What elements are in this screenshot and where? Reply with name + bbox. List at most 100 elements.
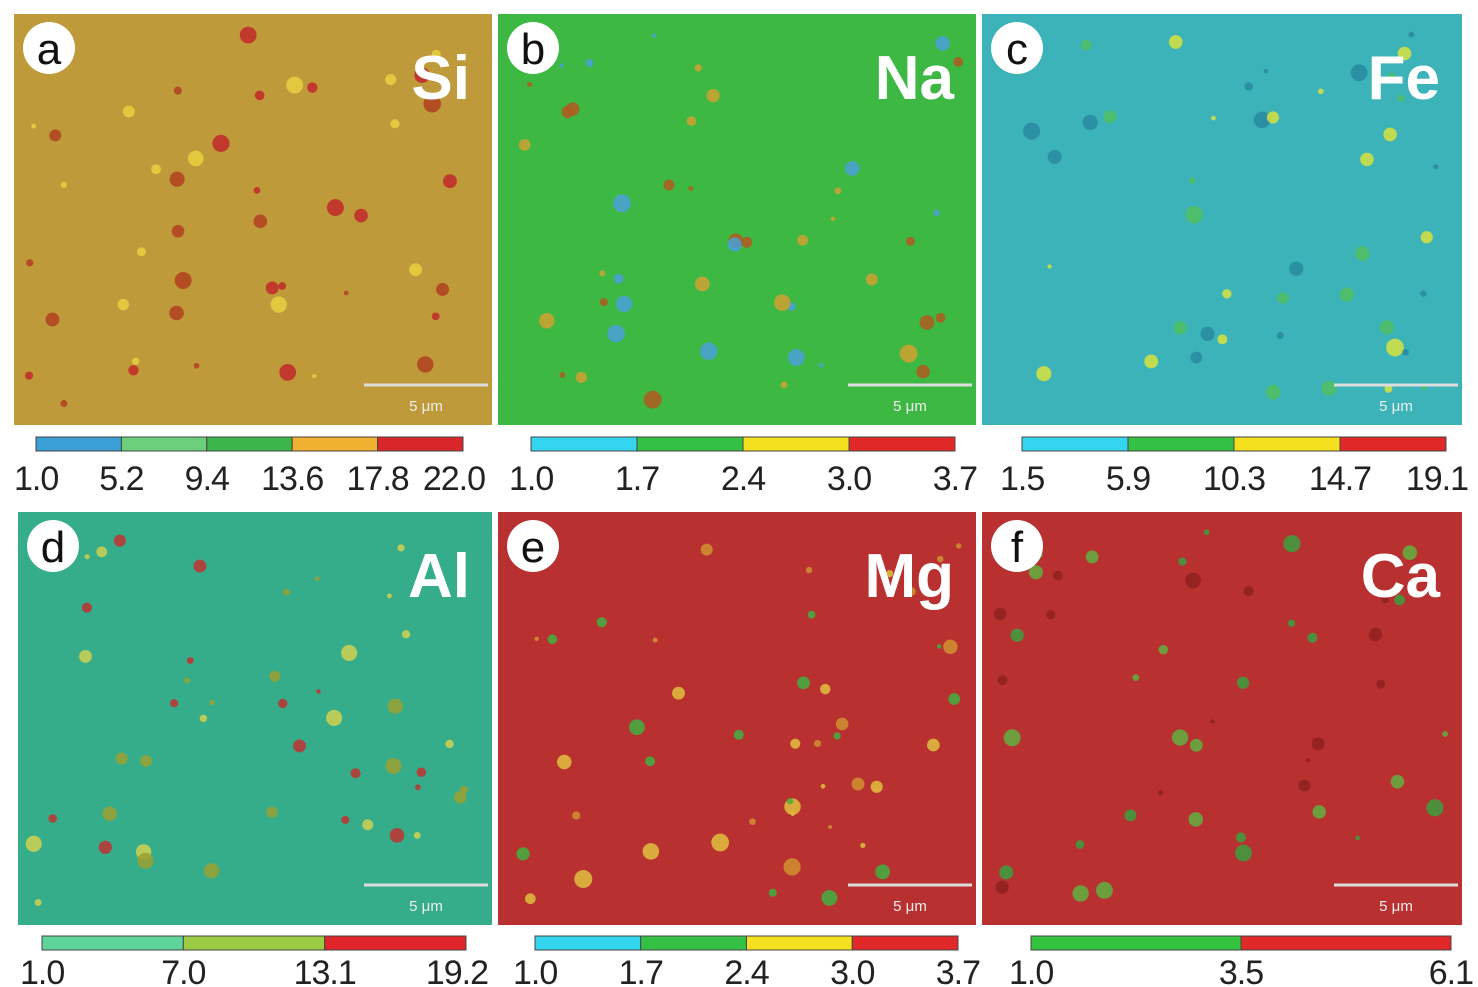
particle (279, 363, 297, 381)
particle (253, 214, 268, 229)
colorbar-tick: 1.0 (20, 954, 64, 987)
particle (1158, 644, 1169, 655)
particle (559, 63, 564, 68)
particle (844, 161, 860, 176)
particle (416, 767, 427, 777)
particle (354, 208, 368, 223)
particle (1036, 366, 1052, 382)
particle (98, 840, 112, 854)
letter-badge (991, 22, 1043, 74)
particle (1095, 881, 1113, 899)
particle (128, 365, 139, 376)
colorbar-tick: 1.0 (509, 460, 553, 498)
particle (1144, 354, 1159, 369)
colorbar-segment (1127, 436, 1235, 452)
colorbar-segment (35, 436, 122, 452)
particle (652, 637, 658, 643)
particle (436, 282, 450, 296)
particle (1200, 326, 1215, 341)
particle (642, 843, 660, 860)
particle (415, 784, 421, 791)
particle (1185, 572, 1201, 589)
particle (943, 639, 958, 655)
particle (169, 305, 184, 321)
colorbar-segment (746, 935, 853, 951)
particle (60, 400, 68, 408)
particle (538, 312, 555, 329)
panel-letter: a (37, 25, 62, 74)
particle (341, 815, 350, 824)
particle (117, 298, 130, 311)
particle (265, 281, 279, 295)
particle (830, 216, 836, 222)
panel-letter: e (521, 523, 545, 572)
colorbar-segment (182, 935, 326, 951)
particle (193, 362, 200, 369)
particle (286, 76, 304, 94)
particle (527, 81, 533, 88)
element-name: Al (408, 542, 470, 611)
scale-label: 5 μm (893, 898, 927, 915)
particle (1426, 799, 1444, 817)
particle (833, 732, 841, 740)
particle (1387, 72, 1396, 82)
particle (131, 357, 140, 365)
particle (1397, 46, 1412, 61)
element-name: Fe (1368, 44, 1440, 113)
particle (1421, 385, 1427, 391)
particle (1157, 790, 1164, 796)
colorbar-segment (324, 935, 467, 951)
particle (561, 105, 574, 119)
particle (613, 194, 631, 213)
particle (1368, 627, 1383, 642)
particle (534, 636, 539, 642)
panel-letter: b (521, 25, 545, 74)
particle (885, 569, 894, 578)
particle (459, 785, 468, 794)
particle (431, 312, 440, 321)
map (982, 512, 1462, 925)
particle (1217, 334, 1228, 345)
particle (821, 889, 838, 906)
particle (1053, 570, 1063, 581)
particle (1023, 122, 1041, 140)
particle (1376, 679, 1386, 689)
particle (1173, 321, 1187, 335)
particle (171, 224, 185, 238)
particle (1408, 31, 1415, 38)
colorbar-tick: 5.9 (1106, 460, 1150, 498)
particle (350, 768, 361, 779)
particle (993, 607, 1007, 621)
particle (137, 247, 146, 257)
particle (1402, 545, 1418, 560)
particle (1188, 812, 1204, 827)
particle (1306, 758, 1311, 763)
particle (1394, 594, 1405, 606)
particle (1203, 529, 1210, 536)
particle (643, 390, 662, 409)
particle (1236, 676, 1250, 689)
particle (204, 863, 220, 879)
particle (386, 593, 392, 599)
particle (1046, 610, 1056, 620)
particle (790, 811, 795, 816)
particle (1085, 550, 1099, 564)
particle (187, 150, 204, 167)
particle (727, 237, 742, 252)
colorbar-segment (1030, 935, 1242, 951)
particle (645, 756, 656, 767)
colorbar-tick: 2.4 (721, 460, 765, 498)
particle (431, 49, 441, 59)
particle (860, 842, 866, 849)
particle (1390, 774, 1405, 789)
particle (694, 276, 710, 292)
particle (1047, 264, 1052, 269)
particle (122, 105, 135, 118)
colorbar-segment (530, 436, 638, 452)
particle (834, 187, 842, 195)
particle (1442, 730, 1449, 737)
particle (1235, 832, 1246, 843)
particle (96, 546, 108, 558)
particle (102, 806, 117, 822)
particle (953, 57, 964, 67)
